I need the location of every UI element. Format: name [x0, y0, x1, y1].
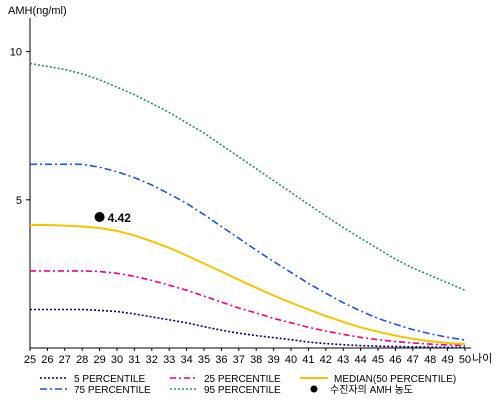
- x-tick-label: 42: [320, 354, 332, 366]
- x-tick-label: 36: [215, 354, 227, 366]
- x-tick-label: 33: [163, 354, 175, 366]
- series-line: [30, 270, 466, 347]
- x-tick-label: 50: [459, 354, 471, 366]
- y-tick-label: 5: [16, 195, 22, 207]
- x-tick-label: 35: [198, 354, 210, 366]
- x-tick-label: 49: [441, 354, 453, 366]
- x-tick-label: 43: [337, 354, 349, 366]
- x-axis-label: 나이: [472, 352, 492, 365]
- x-tick-label: 27: [59, 354, 71, 366]
- series-line: [30, 163, 466, 341]
- x-tick-label: 32: [146, 354, 158, 366]
- legend: 5 PERCENTILE 25 PERCENTILE MEDIAN(50 PERCE…: [40, 374, 456, 396]
- x-tick-label: 30: [111, 354, 123, 366]
- marker-value-label: 4.42: [108, 211, 132, 225]
- x-tick-label: 28: [76, 354, 88, 366]
- x-tick-label: 25: [24, 354, 36, 366]
- x-tick-label: 46: [389, 354, 401, 366]
- x-tick-label: 26: [41, 354, 53, 366]
- x-tick-label: 45: [372, 354, 384, 366]
- legend-entry-label: 5 PERCENTILE: [74, 374, 145, 385]
- y-tick-label: 10: [10, 47, 22, 59]
- x-tick-label: 38: [250, 354, 262, 366]
- y-axis-label: AMH(ng/ml): [8, 5, 67, 17]
- x-axis-ticks: 25 26 27 28 29 30 31 32 33 34 35 36 37 38 39 40 41 42 43 44…: [24, 348, 471, 366]
- legend-marker-swatch: [310, 385, 318, 393]
- x-tick-label: 34: [180, 354, 192, 366]
- x-tick-label: 39: [267, 354, 279, 366]
- x-tick-label: 44: [354, 354, 366, 366]
- legend-entry-label: MEDIAN(50 PERCENTILE): [334, 374, 456, 385]
- x-tick-label: 31: [128, 354, 140, 366]
- series-line: [29, 62, 466, 291]
- marker-point: [94, 212, 105, 223]
- legend-entry-label: 95 PERCENTILE: [204, 385, 281, 396]
- legend-entry-label: 25 PERCENTILE: [204, 374, 281, 385]
- series-lines: [29, 62, 466, 349]
- x-tick-label: 48: [424, 354, 436, 366]
- series-line: [30, 224, 466, 346]
- patient-marker: 4.42: [94, 211, 132, 225]
- x-tick-label: 37: [233, 354, 245, 366]
- x-tick-label: 40: [285, 354, 297, 366]
- legend-marker-label: 수진자의 AMH 농도: [330, 384, 413, 396]
- legend-entry-label: 75 PERCENTILE: [74, 385, 151, 396]
- x-tick-label: 29: [93, 354, 105, 366]
- x-tick-label: 47: [407, 354, 419, 366]
- axes: [29, 18, 471, 349]
- series-line: [30, 308, 465, 349]
- x-tick-label: 41: [302, 354, 314, 366]
- y-axis-ticks: 5 10: [10, 47, 30, 207]
